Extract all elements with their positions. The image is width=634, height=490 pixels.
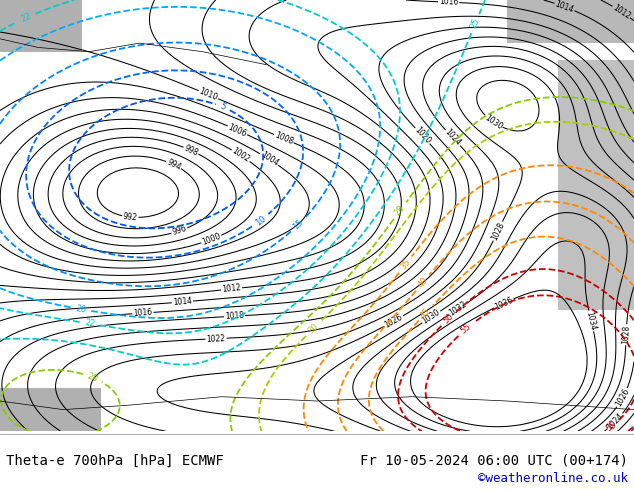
Text: 1024: 1024 <box>605 411 625 431</box>
Text: 1010: 1010 <box>198 87 219 102</box>
Text: 1012: 1012 <box>611 3 632 21</box>
Text: 25: 25 <box>469 17 481 30</box>
Text: 28: 28 <box>393 204 407 218</box>
Text: 1032: 1032 <box>447 300 469 318</box>
Text: 1014: 1014 <box>554 0 575 14</box>
Text: 20: 20 <box>75 304 87 315</box>
Text: 1036: 1036 <box>493 295 514 312</box>
Text: 1014: 1014 <box>172 296 192 307</box>
Text: 1002: 1002 <box>230 147 251 165</box>
Text: 1008: 1008 <box>273 131 294 147</box>
Text: 1030: 1030 <box>483 113 504 131</box>
Text: 1016: 1016 <box>439 0 458 7</box>
Text: 996: 996 <box>171 224 188 237</box>
Text: 40: 40 <box>416 276 429 290</box>
Text: 22: 22 <box>84 318 96 329</box>
Text: 1024: 1024 <box>443 128 463 148</box>
Text: 1028: 1028 <box>489 220 506 242</box>
Text: Fr 10-05-2024 06:00 UTC (00+174): Fr 10-05-2024 06:00 UTC (00+174) <box>359 454 628 467</box>
Text: 55: 55 <box>604 420 618 433</box>
Text: Theta-e 700hPa [hPa] ECMWF: Theta-e 700hPa [hPa] ECMWF <box>6 454 224 467</box>
FancyBboxPatch shape <box>558 60 634 311</box>
Text: 5: 5 <box>219 102 227 112</box>
Text: 994: 994 <box>165 157 182 172</box>
Text: 1018: 1018 <box>224 311 244 321</box>
Text: 1012: 1012 <box>222 283 242 294</box>
Text: 55: 55 <box>459 322 473 336</box>
FancyBboxPatch shape <box>0 0 82 52</box>
Text: 998: 998 <box>183 144 200 158</box>
Text: 1004: 1004 <box>259 150 280 169</box>
Text: ©weatheronline.co.uk: ©weatheronline.co.uk <box>477 472 628 485</box>
Text: 1006: 1006 <box>227 122 248 138</box>
Text: 30: 30 <box>306 322 320 336</box>
Text: 992: 992 <box>122 212 138 222</box>
Text: 1020: 1020 <box>413 126 432 146</box>
Text: 45: 45 <box>419 306 432 320</box>
Text: 50: 50 <box>442 312 456 325</box>
Text: 1016: 1016 <box>133 308 153 318</box>
Text: 1026: 1026 <box>383 313 404 330</box>
FancyBboxPatch shape <box>0 388 101 431</box>
Text: 22: 22 <box>20 12 33 24</box>
Text: 1030: 1030 <box>421 308 442 326</box>
Text: 1026: 1026 <box>614 387 631 408</box>
Text: 1000: 1000 <box>201 232 222 247</box>
Text: 1034: 1034 <box>585 311 598 331</box>
FancyBboxPatch shape <box>507 0 634 43</box>
Text: 1022: 1022 <box>206 334 226 343</box>
Text: 10: 10 <box>254 214 268 227</box>
Text: 15: 15 <box>292 218 306 231</box>
Text: 1028: 1028 <box>621 325 631 344</box>
Text: 28: 28 <box>86 371 100 384</box>
Text: 35: 35 <box>399 258 412 271</box>
